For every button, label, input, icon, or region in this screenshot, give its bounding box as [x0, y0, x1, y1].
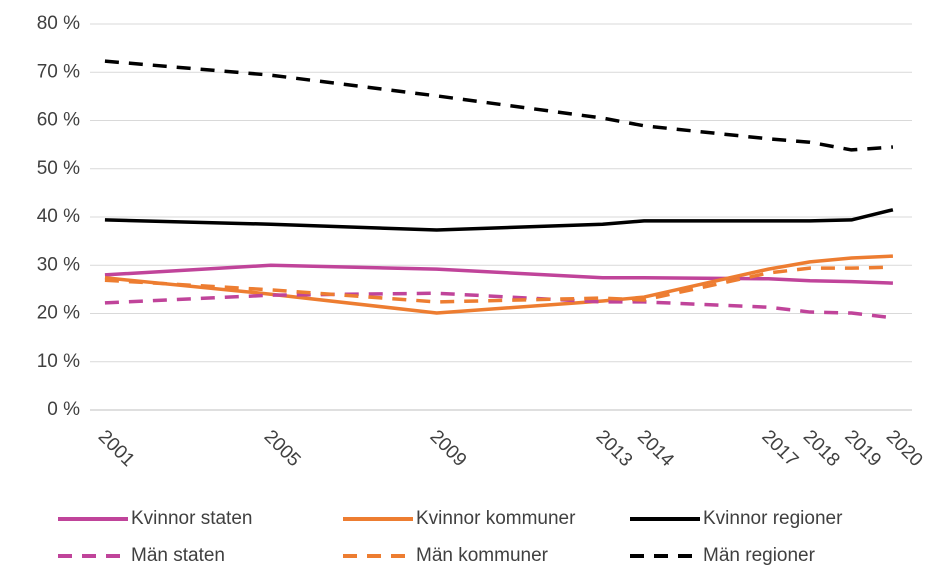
legend-label: Män kommuner — [416, 545, 549, 566]
x-tick-label: 2014 — [633, 426, 678, 471]
y-tick-label: 10 % — [37, 351, 80, 372]
series-line — [104, 254, 894, 315]
x-tick-label: 2005 — [260, 426, 305, 471]
series-line — [104, 263, 893, 285]
series-line — [104, 291, 894, 320]
x-tick-label: 2009 — [426, 426, 471, 471]
legend-label: Män staten — [131, 545, 225, 566]
legend-label: Män regioner — [703, 545, 816, 566]
series-line — [104, 208, 894, 232]
legend-label: Kvinnor staten — [131, 508, 252, 529]
series-line — [104, 265, 893, 304]
series-line — [104, 59, 894, 152]
y-tick-label: 0 % — [47, 399, 80, 420]
x-tick-label: 2018 — [799, 426, 844, 471]
y-tick-label: 70 % — [37, 61, 80, 82]
legend-label: Kvinnor kommuner — [416, 508, 576, 529]
x-tick-label: 2001 — [94, 426, 139, 471]
x-tick-label: 2020 — [882, 426, 927, 471]
y-tick-label: 50 % — [37, 158, 80, 179]
x-tick-label: 2019 — [840, 426, 885, 471]
x-tick-label: 2013 — [592, 426, 637, 471]
y-tick-label: 20 % — [37, 303, 80, 324]
y-tick-label: 40 % — [37, 206, 80, 227]
y-tick-label: 30 % — [37, 254, 80, 275]
y-tick-label: 60 % — [37, 110, 80, 131]
legend-label: Kvinnor regioner — [703, 508, 843, 529]
x-tick-label: 2017 — [757, 426, 802, 471]
y-tick-label: 80 % — [37, 13, 80, 34]
